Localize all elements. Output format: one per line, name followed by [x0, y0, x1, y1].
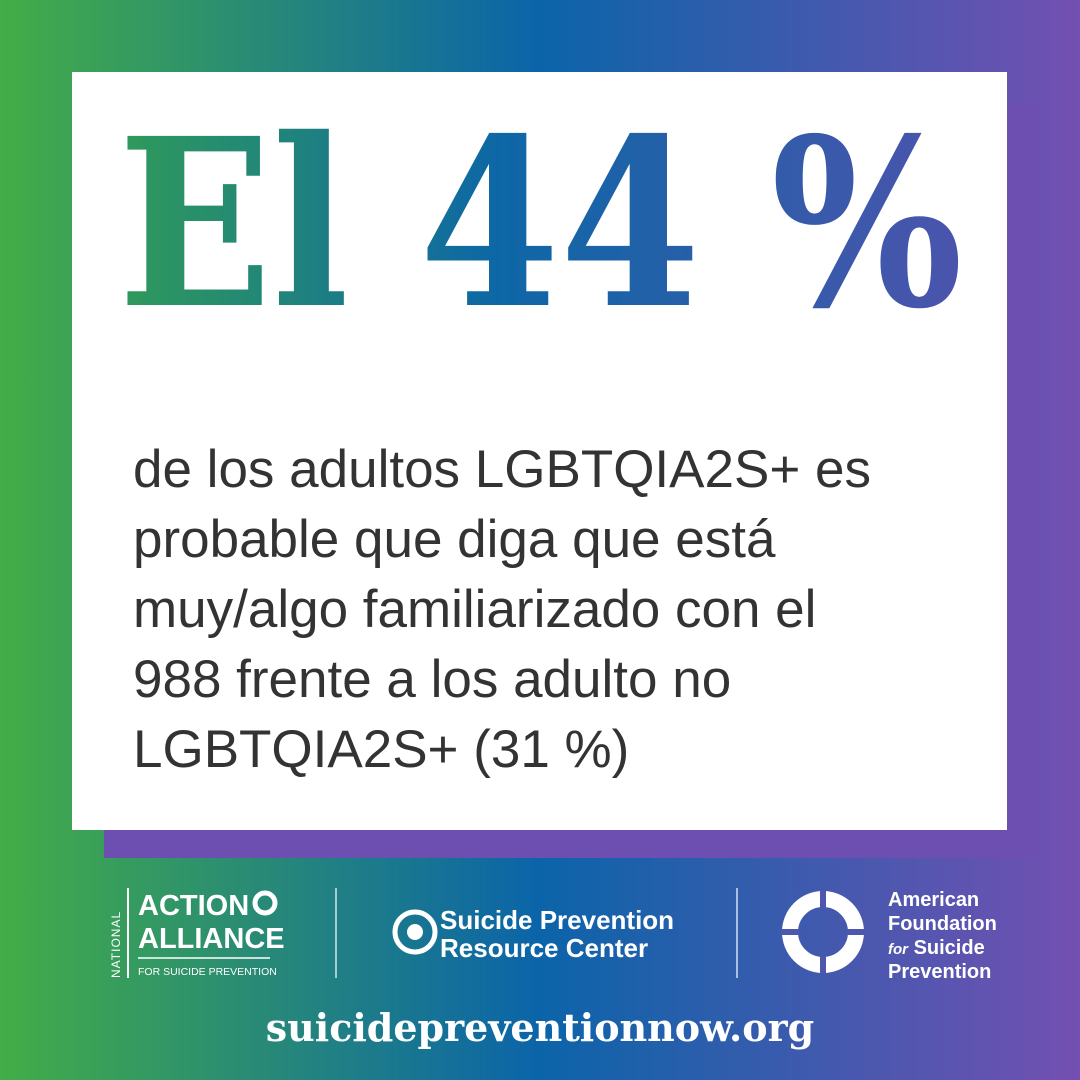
body-text: de los adultos LGBTQIA2S+ es probable qu… [133, 440, 871, 779]
logo-text: Foundation [888, 913, 997, 935]
body-line: muy/algo familiarizado con el [133, 580, 816, 639]
logo-text: Prevention [888, 961, 991, 983]
logo-text: for Suicide [888, 937, 985, 959]
logo-text: Resource Center [440, 933, 648, 963]
body-line: probable que diga que está [133, 510, 776, 569]
afsp-logo: American Foundation for Suicide Preventi… [781, 889, 997, 983]
content-box [72, 72, 1007, 830]
logo-text: NATIONAL [109, 911, 123, 978]
headline: El 44 % [118, 87, 963, 360]
logo-text: ALLIANCE [138, 923, 285, 955]
action-alliance-logo: NATIONAL ACTION ALLIANCE FOR SUICIDE PRE… [109, 888, 285, 978]
logo-icon [407, 924, 423, 940]
sprc-logo: Suicide Prevention Resource Center [392, 905, 674, 963]
logo-icon [252, 890, 278, 916]
logo-text: Suicide Prevention [440, 905, 674, 935]
logo-text: ACTION [138, 890, 249, 922]
body-line: de los adultos LGBTQIA2S+ es [133, 440, 871, 499]
logo-text: for [888, 941, 909, 958]
website: suicidepreventionnow.org [266, 1005, 814, 1050]
body-line: 988 frente a los adulto no [133, 650, 731, 709]
body-line: LGBTQIA2S+ (31 %) [133, 720, 629, 779]
logo-text: FOR SUICIDE PREVENTION [138, 966, 277, 978]
logo-icon [392, 909, 438, 955]
logo-text: American [888, 889, 979, 911]
logo-text: Suicide [914, 937, 985, 959]
logo-icon [781, 890, 865, 974]
